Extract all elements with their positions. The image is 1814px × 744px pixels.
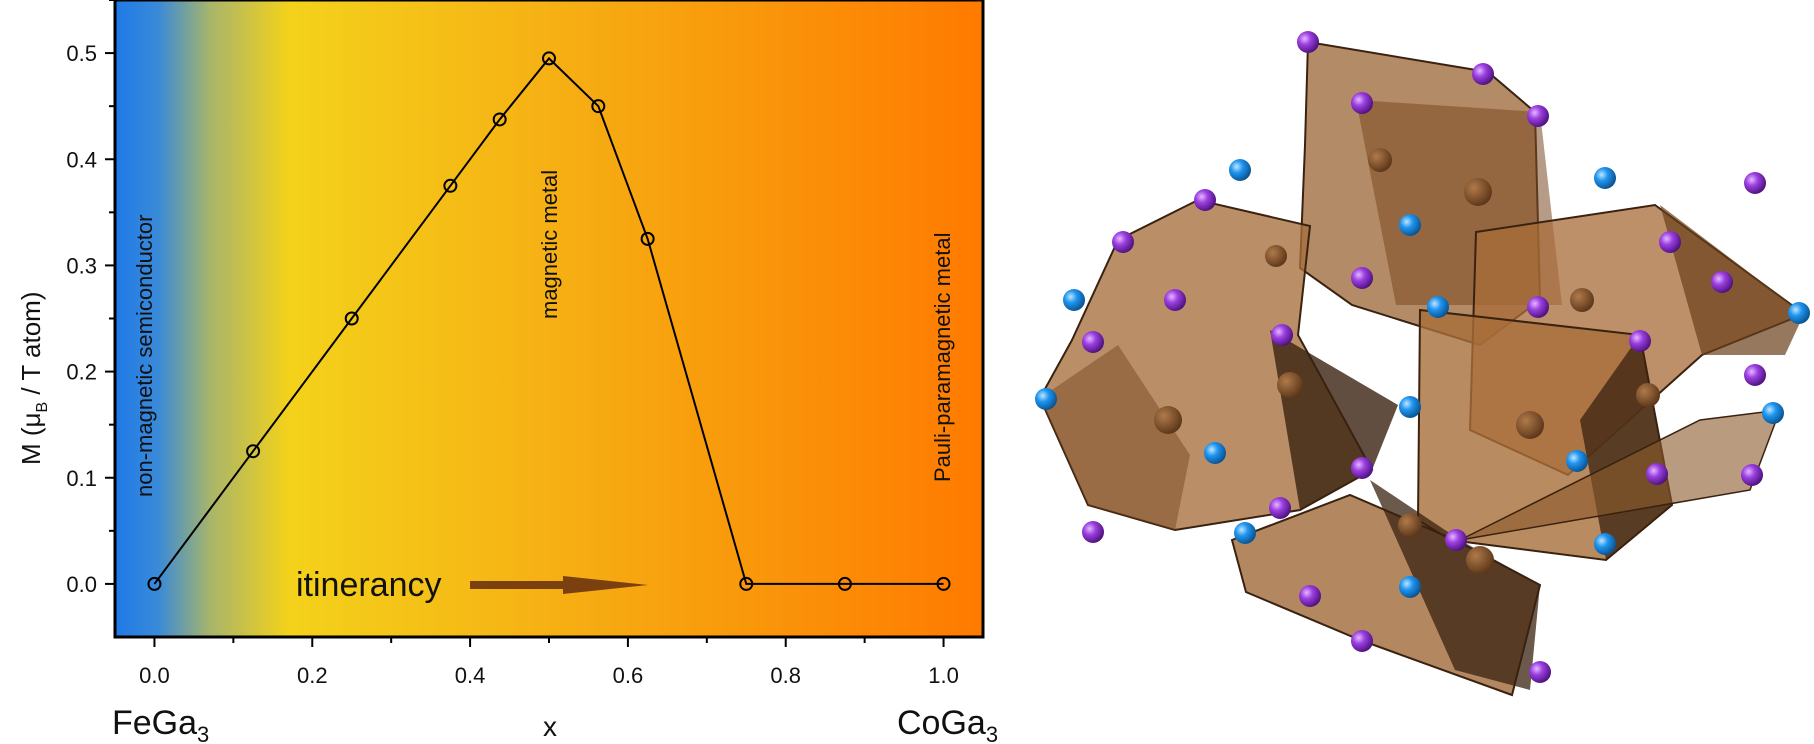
data-point bbox=[147, 576, 162, 591]
y-tick-label: 0.5 bbox=[66, 41, 97, 66]
region-label-left: non-magnetic semiconductor bbox=[132, 215, 157, 497]
y-tick-label: 0.3 bbox=[66, 253, 97, 278]
x-tick-label: 0.2 bbox=[297, 663, 328, 688]
x-tick-label: 0.6 bbox=[613, 663, 644, 688]
data-point bbox=[542, 51, 556, 66]
data-point bbox=[837, 576, 852, 591]
itinerancy-label: itinerancy bbox=[296, 566, 442, 604]
chart: non-magnetic semiconductor magnetic meta… bbox=[16, 0, 998, 744]
data-point bbox=[492, 112, 507, 127]
axis-ticks: 0.0 0.2 0.4 0.6 0.8 1.0 0.0 0.1 0.2 0.3 0.4 0.5 bbox=[66, 0, 959, 688]
x-tick-label: 0.8 bbox=[770, 663, 801, 688]
crystal-structure-illustration bbox=[1035, 31, 1810, 697]
y-tick-label: 0.1 bbox=[66, 466, 97, 491]
itinerancy-arrow bbox=[470, 576, 648, 594]
x-tick-label: 0.0 bbox=[139, 663, 170, 688]
y-axis-label: M (μB / T atom) bbox=[16, 292, 51, 466]
data-point bbox=[936, 576, 951, 591]
y-tick-label: 0.0 bbox=[66, 572, 97, 597]
data-point bbox=[443, 178, 458, 193]
plot-frame bbox=[113, 0, 985, 639]
data-point bbox=[739, 576, 754, 591]
data-point bbox=[344, 311, 359, 326]
data-point bbox=[246, 444, 261, 459]
x-end-label-right: CoGa3 bbox=[897, 704, 998, 744]
plot-background bbox=[115, 0, 983, 637]
region-label-middle: magnetic metal bbox=[537, 170, 562, 319]
region-label-right: Pauli-paramagnetic metal bbox=[930, 233, 955, 482]
data-point bbox=[591, 99, 606, 114]
series-line bbox=[147, 51, 951, 591]
x-axis-label: x bbox=[543, 711, 557, 742]
y-tick-label: 0.2 bbox=[66, 360, 97, 385]
x-tick-label: 1.0 bbox=[928, 663, 959, 688]
x-tick-label: 0.4 bbox=[455, 663, 486, 688]
y-tick-label: 0.4 bbox=[66, 147, 97, 172]
series-path bbox=[153, 56, 944, 585]
data-point bbox=[640, 231, 655, 246]
x-end-label-left: FeGa3 bbox=[112, 704, 209, 744]
